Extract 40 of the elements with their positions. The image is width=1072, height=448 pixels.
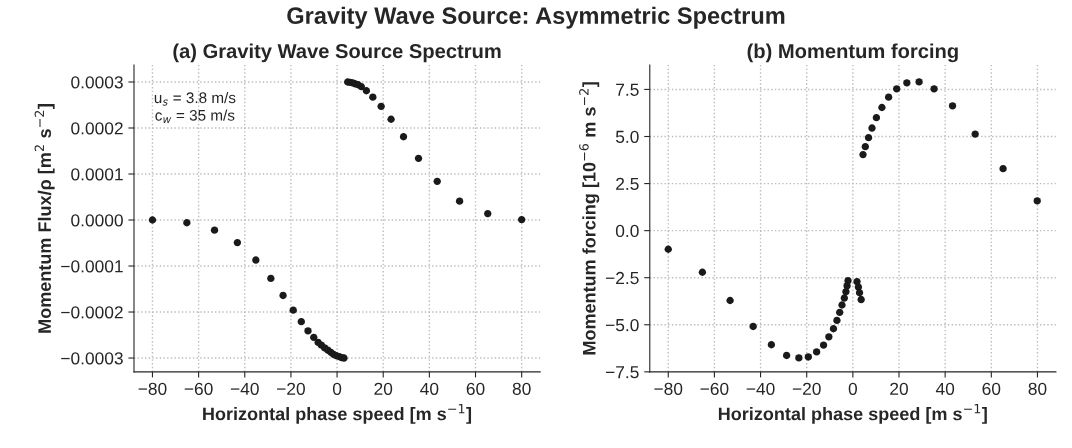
x-tick-label: 20 [890,382,908,396]
y-tick-label: −0.0001 [61,260,123,273]
x-tick-label: 60 [466,382,485,396]
x-tick-label: 20 [374,382,393,396]
y-tick-label: −7.5 [605,366,639,379]
x-tick-label: −20 [792,382,821,396]
x-tick-label: 60 [982,382,1001,396]
x-tick-label: −80 [654,382,683,396]
x-tick-label: −20 [277,382,305,396]
x-tick-label: 80 [1028,382,1047,396]
x-tick-label: 40 [420,382,439,396]
chart-title: (b) Momentum forcing [747,43,958,63]
y-tick-label: −5.0 [605,318,639,332]
text: Gravity Wave Source: Asymmetric Spectrum [287,6,785,29]
x-axis-title: Horizontal phase speed [m s$^{−1}$] [718,404,987,424]
x-tick-label: −60 [700,382,729,396]
x-tick-label: −80 [138,382,167,396]
x-tick-label: −40 [230,382,259,396]
y-tick-label: 0.0002 [71,122,123,135]
y-tick-label: 0.0000 [71,214,123,227]
y-tick-label: 2.5 [616,177,639,191]
x-axis-title: Horizontal phase speed [m s$^{−1}$] [203,404,472,424]
y-tick-label: 0.0 [615,224,639,238]
y-tick-label: 7.5 [616,83,639,96]
y-tick-label: 5.0 [615,130,639,143]
x-tick-label: −40 [746,382,775,396]
annotation: u$_{s}$ = 3.8 m/s c$_{w}$ = 35 m/s [154,91,236,124]
x-tick-label: 0 [848,382,857,396]
y-axis-title: Momentum forcing [10$^{−6}$ m s$^{−2}$] [579,82,600,355]
y-tick-label: −0.0002 [61,306,123,319]
y-tick-label: 0.0003 [71,76,123,89]
x-tick-label: 40 [935,382,955,396]
x-tick-label: 0 [332,382,342,396]
y-tick-label: −2.5 [605,271,639,285]
y-axis-title: Momentum Flux/ρ [m$^{2}$ s$^{−2}$] [34,104,55,333]
chart-title: (a) Gravity Wave Source Spectrum [173,43,501,63]
x-tick-label: −60 [184,382,213,396]
y-tick-label: −0.0003 [61,352,123,365]
x-tick-label: 80 [512,382,531,396]
y-tick-label: 0.0001 [71,168,123,181]
